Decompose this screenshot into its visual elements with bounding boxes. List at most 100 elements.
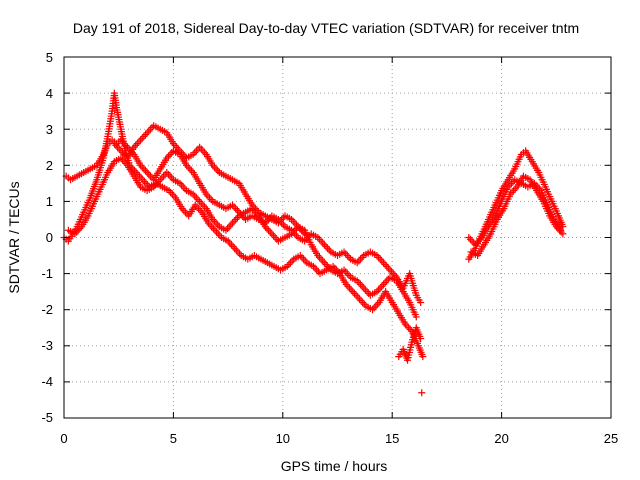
series-trace-f: [465, 147, 567, 263]
data-point: [301, 230, 309, 238]
data-point: [405, 324, 413, 332]
data-point: [347, 286, 355, 294]
data-point: [314, 268, 322, 276]
y-tick-label: -4: [41, 374, 53, 389]
data-point: [319, 257, 327, 265]
data-point: [192, 194, 200, 202]
data-point: [196, 143, 204, 151]
data-point: [232, 246, 240, 254]
y-tick-label: 1: [46, 194, 53, 209]
data-point: [342, 250, 350, 258]
data-point: [357, 297, 365, 305]
data-point: [298, 253, 306, 261]
data-point: [320, 259, 328, 267]
data-point: [354, 293, 362, 301]
data-point: [192, 147, 200, 155]
data-point: [119, 156, 127, 164]
data-point: [142, 131, 150, 139]
data-point: [140, 132, 148, 140]
data-point: [388, 268, 396, 276]
data-point: [273, 235, 281, 243]
x-tick-label: 20: [494, 431, 508, 446]
data-point: [266, 228, 274, 236]
data-point: [365, 289, 373, 297]
data-point: [133, 140, 141, 148]
data-point: [378, 282, 386, 290]
y-tick-label: 3: [46, 122, 53, 137]
data-point: [389, 270, 397, 278]
data-point: [346, 284, 354, 292]
data-point: [173, 143, 181, 151]
data-point: [350, 289, 358, 297]
data-point: [381, 279, 389, 287]
data-point: [212, 165, 220, 173]
data-point: [376, 255, 384, 263]
data-point: [419, 353, 427, 361]
series-trace-e: [395, 324, 426, 397]
data-point: [291, 219, 299, 227]
data-point: [166, 172, 174, 180]
data-point: [178, 149, 186, 157]
data-point: [322, 243, 330, 251]
data-point: [559, 230, 567, 238]
data-point: [317, 255, 325, 263]
data-point: [279, 214, 287, 222]
data-markers: [60, 89, 567, 397]
data-point: [179, 183, 187, 191]
x-axis-label: GPS time / hours: [281, 458, 388, 474]
y-tick-label: 5: [46, 50, 53, 65]
data-point: [286, 259, 294, 267]
data-point: [140, 165, 148, 173]
y-tick-label: -3: [41, 338, 53, 353]
data-point: [465, 234, 473, 241]
data-point: [164, 170, 172, 178]
data-point: [230, 203, 238, 211]
data-point: [224, 224, 232, 232]
data-point: [234, 248, 242, 256]
data-point: [386, 266, 394, 274]
data-point: [412, 313, 420, 321]
data-point: [197, 145, 205, 153]
data-point: [145, 170, 153, 178]
data-point: [383, 262, 391, 270]
data-point: [559, 223, 567, 231]
data-point: [417, 335, 425, 343]
data-point: [227, 241, 235, 249]
chart-title: Day 191 of 2018, Sidereal Day-to-day VTE…: [73, 20, 579, 36]
y-tick-label: -5: [41, 410, 53, 425]
data-point: [356, 280, 364, 288]
y-tick-labels: 5 4 3 2 1 0 -1 -2 -3 -4 -5: [41, 50, 53, 425]
x-tick-label: 25: [604, 431, 618, 446]
y-tick-label: -1: [41, 266, 53, 281]
y-axis-label: SDTVAR / TECUs: [6, 181, 22, 293]
y-tick-label: 0: [46, 230, 53, 245]
data-point: [135, 138, 143, 146]
data-point: [379, 280, 387, 288]
data-point: [360, 284, 368, 292]
x-tick-labels: 0 5 10 15 20 25: [60, 431, 618, 446]
data-point: [168, 149, 176, 157]
data-point: [137, 136, 145, 144]
grid-lines: [64, 57, 611, 418]
data-point: [145, 127, 153, 135]
data-point: [352, 291, 360, 299]
data-point: [379, 259, 387, 267]
data-point: [231, 244, 239, 252]
data-point: [143, 169, 151, 177]
data-point: [417, 298, 425, 306]
data-point: [320, 241, 328, 249]
data-point: [370, 304, 378, 312]
series-trace-h: [467, 172, 567, 260]
data-point: [227, 221, 235, 229]
data-point: [317, 237, 325, 245]
data-point: [143, 129, 151, 137]
series-trace-d: [110, 122, 309, 238]
data-point: [418, 389, 426, 397]
data-point: [324, 244, 332, 252]
y-tick-label: 4: [46, 86, 53, 101]
data-point: [361, 286, 369, 294]
y-tick-label: -2: [41, 302, 53, 317]
data-point: [349, 288, 357, 296]
x-tick-label: 10: [276, 431, 290, 446]
